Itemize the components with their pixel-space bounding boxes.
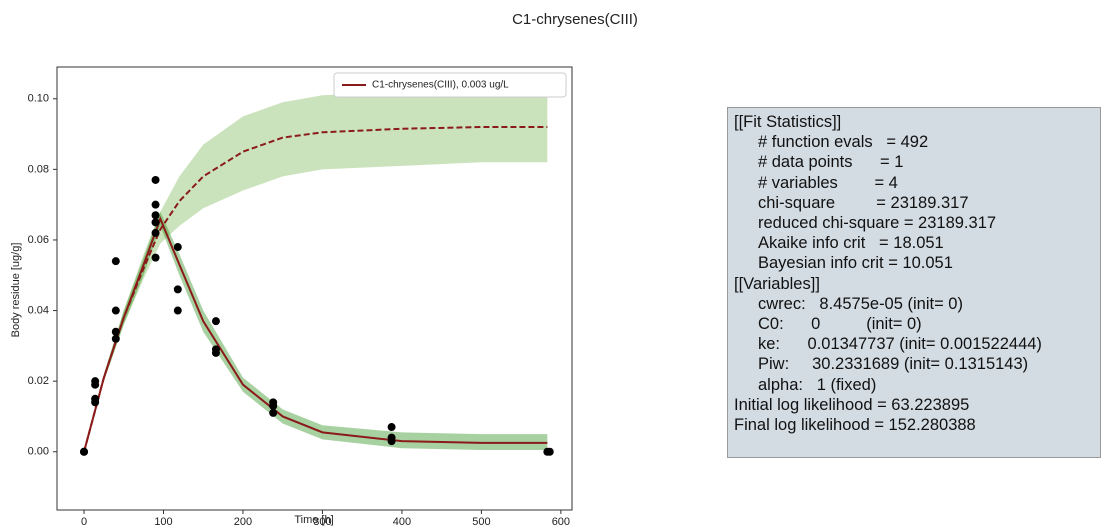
model-line — [83, 126, 548, 453]
report-line: # data points = 1 — [758, 153, 904, 172]
report-line: Piw: 30.2331689 (init= 0.1315143) — [758, 355, 1029, 374]
report-line: Bayesian info crit = 10.051 — [758, 254, 953, 273]
data-point — [173, 243, 182, 252]
report-line: Akaike info crit = 18.051 — [758, 234, 944, 253]
x-tick-label: 500 — [472, 516, 490, 528]
data-point — [80, 447, 89, 456]
data-point — [269, 408, 278, 417]
data-point — [111, 327, 120, 336]
data-point — [211, 317, 220, 326]
report-line: ke: 0.01347737 (init= 0.001522444) — [758, 335, 1042, 354]
data-point — [173, 306, 182, 315]
y-tick-label: 0.02 — [28, 375, 49, 387]
data-point — [151, 200, 160, 209]
report-line: alpha: 1 (fixed) — [758, 375, 877, 394]
x-tick-label: 400 — [393, 516, 411, 528]
report-line: Final log likelihood = 152.280388 — [734, 416, 976, 435]
data-point — [111, 306, 120, 315]
chart: C1-chrysenes(CIII) Time [h] Body residue… — [10, 11, 638, 528]
chart-title: C1-chrysenes(CIII) — [512, 11, 638, 28]
data-point — [151, 218, 160, 227]
legend-label: C1-chrysenes(CIII), 0.003 ug/L — [372, 80, 509, 91]
y-tick-label: 0.00 — [28, 446, 49, 458]
y-tick-label: 0.06 — [28, 234, 49, 246]
report-line: C0: 0 (init= 0) — [758, 315, 922, 334]
x-tick-label: 200 — [234, 516, 252, 528]
x-tick-label: 600 — [552, 516, 570, 528]
y-axis-label: Body residue [ug/g] — [10, 243, 22, 338]
data-point — [151, 228, 160, 237]
data-point — [151, 253, 160, 262]
uncertainty-band — [84, 91, 548, 452]
report-line: # variables = 4 — [758, 173, 898, 192]
plot-frame — [56, 66, 573, 511]
report-line: cwrec: 8.4575e-05 (init= 0) — [758, 294, 963, 313]
data-point — [91, 398, 100, 407]
data-point — [151, 211, 160, 220]
data-point — [111, 257, 120, 266]
report-line: [[Variables]] — [734, 274, 820, 293]
x-tick-label: 300 — [313, 516, 331, 528]
data-point — [211, 348, 220, 357]
data-point — [387, 423, 396, 432]
data-point — [111, 334, 120, 343]
data-point — [269, 401, 278, 410]
data-point — [173, 285, 182, 294]
x-tick-label: 0 — [81, 516, 87, 528]
y-tick-label: 0.08 — [28, 163, 49, 175]
report-line: [[Fit Statistics]] — [734, 113, 842, 131]
y-tick-label: 0.10 — [28, 93, 49, 105]
legend-box — [333, 72, 567, 98]
report-line: chi-square = 23189.317 — [758, 193, 969, 212]
data-point — [387, 437, 396, 446]
x-tick-label: 100 — [154, 516, 172, 528]
fit-report: [[Fit Statistics]] # function evals = 492… — [727, 107, 1101, 458]
data-point — [91, 377, 100, 386]
data-point — [151, 175, 160, 184]
report-line: # function evals = 492 — [758, 133, 929, 152]
x-axis-label: Time [h] — [294, 514, 333, 526]
plot-area — [80, 91, 554, 456]
report-line: Initial log likelihood = 63.223895 — [734, 395, 970, 414]
data-point — [545, 447, 554, 456]
y-tick-label: 0.04 — [28, 304, 49, 316]
report-line: reduced chi-square = 23189.317 — [758, 214, 997, 233]
